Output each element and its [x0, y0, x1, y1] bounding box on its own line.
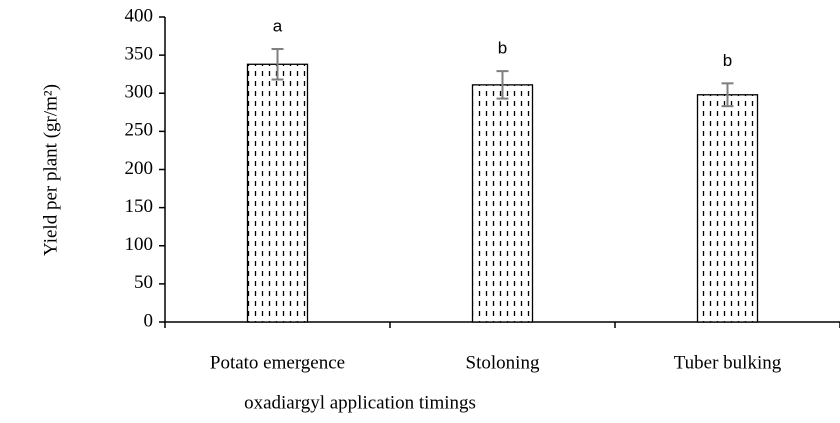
y-tick-label: 350 — [125, 43, 154, 64]
y-tick-label: 0 — [144, 310, 154, 331]
y-tick-label: 150 — [125, 196, 154, 217]
x-tick-label: Stoloning — [466, 352, 540, 373]
y-tick-label: 250 — [125, 120, 154, 141]
annotation: a — [273, 17, 283, 36]
y-tick-label: 300 — [125, 82, 154, 103]
y-tick-label: 100 — [125, 234, 154, 255]
annotation: b — [498, 39, 507, 58]
annotation: b — [723, 51, 732, 70]
y-tick-label: 50 — [134, 272, 153, 293]
bar — [696, 94, 759, 323]
x-tick-label: Tuber bulking — [674, 352, 782, 373]
y-tick-label: 400 — [125, 5, 154, 26]
y-tick-label: 200 — [125, 158, 154, 179]
x-tick-label: Potato emergence — [210, 352, 345, 373]
bar — [471, 84, 534, 323]
y-axis-label: Yield per plant (gr/m²) — [40, 84, 61, 256]
bar — [246, 63, 309, 323]
x-axis-label: oxadiargyl application timings — [244, 392, 476, 413]
